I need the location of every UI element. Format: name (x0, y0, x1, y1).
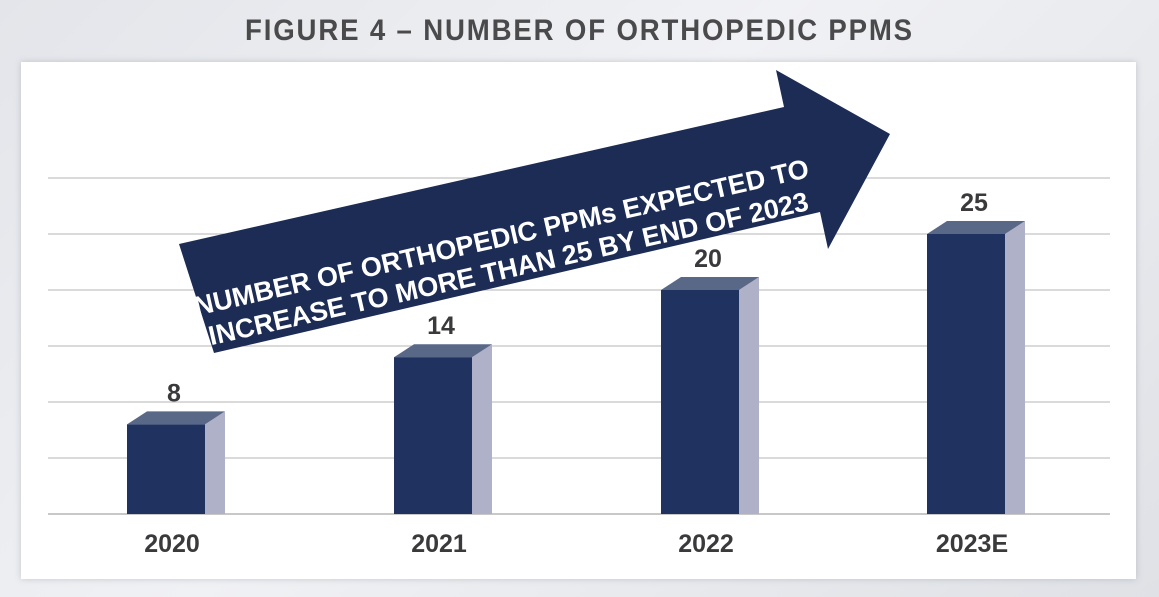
x-axis-labels: 2020 2021 2022 2023E (144, 530, 1008, 558)
value-label: 20 (694, 245, 722, 273)
bar-front (927, 234, 1005, 514)
bar-2022 (661, 277, 759, 514)
bar-top (927, 221, 1025, 234)
category-label: 2020 (144, 530, 200, 558)
bar-front (127, 424, 205, 514)
value-label: 14 (427, 312, 455, 340)
bar-side (472, 344, 492, 514)
chart-panel: 8 14 20 25 2020 2021 2022 2023E NUMBER OF ORTH… (21, 62, 1136, 579)
bar-2021 (394, 344, 492, 514)
bar-top (661, 277, 759, 290)
trend-arrow: NUMBER OF ORTHOPEDIC PPMs EXPECTED TO IN… (179, 70, 890, 353)
value-label: 8 (167, 379, 181, 407)
bar-top (394, 344, 492, 358)
category-label: 2021 (411, 530, 467, 558)
bars (127, 221, 1025, 514)
bar-2020 (127, 411, 225, 514)
bar-side (205, 411, 225, 514)
trend-arrow-shape (179, 70, 890, 353)
bar-front (394, 357, 472, 514)
bar-side (739, 277, 759, 514)
category-label: 2023E (936, 530, 1008, 558)
category-label: 2022 (678, 530, 734, 558)
bar-2023E (927, 221, 1025, 514)
data-labels: 8 14 20 25 (167, 189, 988, 407)
bar-front (661, 290, 739, 514)
bar-top (127, 411, 225, 425)
value-label: 25 (960, 189, 988, 217)
figure-title: FIGURE 4 – NUMBER OF ORTHOPEDIC PPMS (245, 14, 914, 47)
bar-side (1005, 221, 1025, 514)
bar-chart: 8 14 20 25 2020 2021 2022 2023E NUMBER OF ORTH… (48, 70, 1110, 558)
